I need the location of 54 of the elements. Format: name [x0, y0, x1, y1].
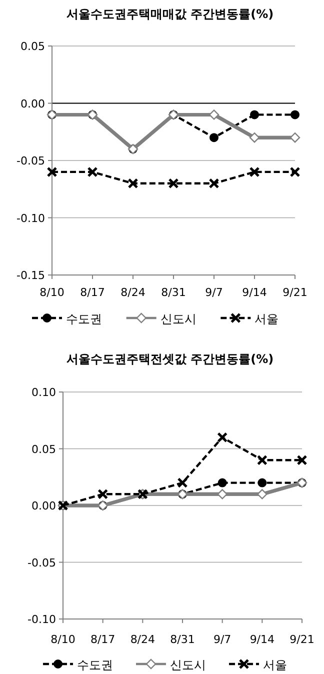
point [217, 489, 228, 500]
legend-label: 서울 [263, 658, 287, 672]
chart-title: 서울수도권주택매매값 주간변동률(%) [66, 7, 274, 21]
legend-label: 서울 [254, 312, 279, 326]
x-tick-label: 9/14 [242, 286, 267, 299]
point [177, 478, 188, 488]
x-tick-label: 8/24 [130, 633, 156, 646]
point [290, 166, 300, 178]
point [256, 454, 268, 466]
point [46, 166, 58, 178]
legend-label: 신도시 [170, 658, 206, 672]
point [257, 489, 268, 500]
y-tick-label: -0.05 [28, 556, 56, 570]
point [218, 478, 227, 488]
x-tick-label: 8/17 [80, 286, 105, 299]
point [208, 110, 220, 120]
x-tick-label: 8/10 [40, 286, 64, 299]
point [168, 178, 179, 189]
x-tick-label: 9/14 [250, 633, 275, 646]
point [290, 132, 300, 143]
point [296, 454, 308, 466]
legend-label: 신도시 [160, 312, 196, 326]
legend-label: 수도권 [66, 312, 102, 326]
point [210, 133, 218, 142]
point [250, 110, 259, 120]
x-tick-label: 8/10 [50, 633, 76, 646]
point [98, 488, 108, 500]
y-tick-label: 0.00 [20, 97, 45, 110]
y-tick-label: -0.10 [16, 212, 45, 225]
point [87, 166, 98, 178]
x-tick-label: 8/17 [90, 633, 116, 646]
y-tick-label: -0.05 [16, 154, 45, 168]
point [217, 432, 228, 443]
x-tick-label: 9/7 [205, 286, 223, 299]
x-tick-label: 9/7 [213, 633, 232, 646]
point [258, 478, 267, 488]
x-tick-label: 8/31 [170, 633, 195, 646]
y-tick-label: 0.00 [32, 500, 56, 512]
y-tick-label: -0.15 [16, 269, 45, 282]
y-tick-label: 0.10 [32, 386, 56, 399]
chart-title: 서울수도권주택전셋값 주간변동률(%) [66, 352, 274, 366]
point [290, 110, 300, 120]
y-tick-label: 0.05 [20, 40, 45, 53]
point [249, 132, 260, 143]
y-tick-label: 0.05 [32, 442, 56, 456]
x-tick-label: 8/24 [120, 286, 146, 299]
point [128, 178, 138, 189]
legend-label: 수도권 [77, 658, 113, 672]
x-tick-label: 9/21 [282, 286, 308, 299]
y-tick-label: -0.10 [28, 613, 56, 626]
x-tick-label: 8/31 [161, 286, 186, 299]
x-tick-label: 9/21 [290, 633, 314, 646]
point [208, 178, 220, 189]
point [249, 166, 260, 178]
